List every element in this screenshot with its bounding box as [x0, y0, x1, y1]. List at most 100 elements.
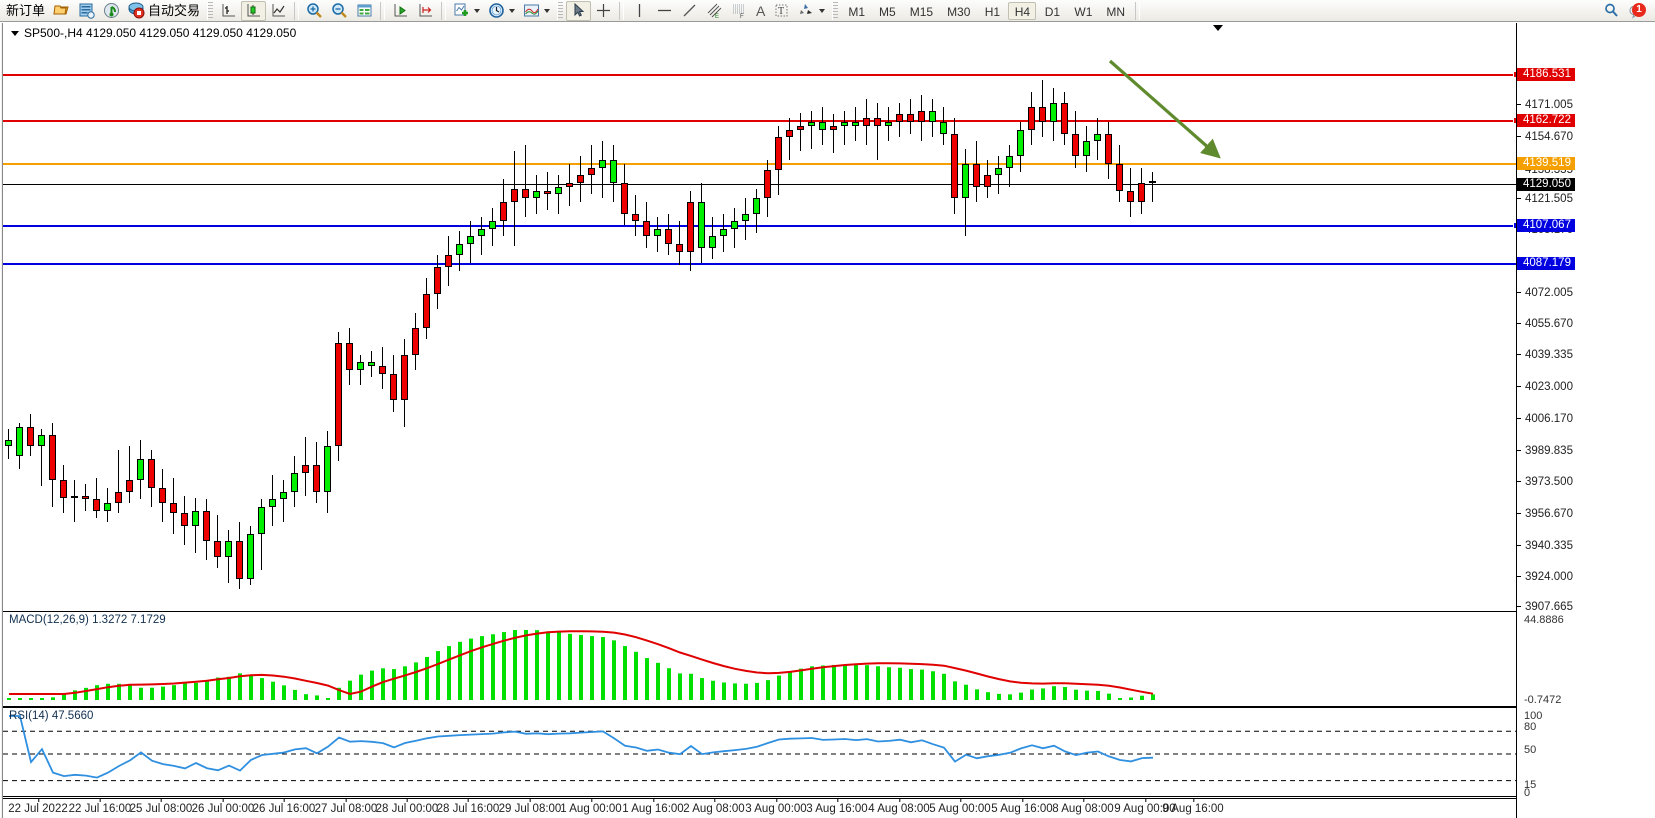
- data-window-button[interactable]: [49, 1, 74, 21]
- shapes-caret-icon[interactable]: [819, 8, 826, 13]
- rsi-scale-80: 80: [1524, 721, 1537, 733]
- templates-button[interactable]: [519, 1, 554, 21]
- candle-body: [863, 118, 870, 126]
- toolbar-grip-2[interactable]: [557, 1, 564, 20]
- macd-histogram-bar: [667, 668, 671, 700]
- timeframe-m15[interactable]: M15: [909, 4, 934, 19]
- candlestick-series[interactable]: [3, 23, 1516, 603]
- toolbar-separator-2: [380, 1, 386, 20]
- notifications-button[interactable]: 1: [1624, 1, 1649, 21]
- shapes-button[interactable]: [794, 1, 829, 21]
- templates-caret-icon[interactable]: [544, 8, 551, 13]
- market-watch-button[interactable]: [99, 1, 124, 21]
- search-button[interactable]: [1599, 1, 1624, 21]
- macd-histogram-bar: [249, 674, 253, 700]
- price-axis[interactable]: 4171.0054154.6704138.3354121.5054105.170…: [1516, 23, 1655, 818]
- macd-histogram-bar: [139, 687, 143, 700]
- macd-panel[interactable]: MACD(12,26,9) 1.3272 7.1729: [3, 611, 1516, 707]
- candle-body: [907, 114, 914, 123]
- indicators-button[interactable]: [449, 1, 484, 21]
- macd-histogram-bar: [755, 682, 759, 700]
- time-tick: 28 Jul 00:00: [375, 798, 439, 815]
- price-level-badge[interactable]: 4186.531: [1517, 68, 1575, 81]
- candle-body: [16, 427, 23, 456]
- time-axis[interactable]: 22 Jul 2022 22 Jul 16:00 25 Jul 08:00 26 Ju…: [3, 798, 1516, 818]
- macd-label: MACD(12,26,9) 1.3272 7.1729: [9, 614, 166, 626]
- rsi-panel[interactable]: RSI(14) 47.5660: [3, 707, 1516, 797]
- shapes-icon: [798, 2, 815, 19]
- price-level-badge[interactable]: 4162.722: [1517, 114, 1575, 127]
- candle-body: [192, 510, 199, 527]
- timeframe-d1[interactable]: D1: [1044, 4, 1061, 19]
- periods-caret-icon[interactable]: [509, 8, 516, 13]
- toolbar-grip-1[interactable]: [207, 1, 214, 20]
- macd-histogram-bar: [293, 689, 297, 700]
- new-order-button[interactable]: 新订单: [2, 1, 49, 21]
- candle-wick: [261, 499, 262, 570]
- candle-wick: [283, 480, 284, 523]
- navigator-button[interactable]: [74, 1, 99, 21]
- timeframe-m30[interactable]: M30: [947, 4, 971, 19]
- candle-body: [412, 327, 419, 355]
- macd-histogram-bar: [997, 693, 1001, 700]
- candle-body: [291, 472, 298, 492]
- candlestick-chart-button[interactable]: [241, 0, 267, 21]
- price-level-badge[interactable]: 4139.519: [1517, 157, 1575, 170]
- auto-trading-button[interactable]: 自动交易: [124, 1, 204, 21]
- macd-histogram-bar: [1063, 687, 1067, 700]
- text-button[interactable]: A: [752, 1, 769, 21]
- candle-body: [775, 137, 782, 170]
- level-line-stroke: [3, 74, 1516, 76]
- chart-grid-button[interactable]: [352, 1, 377, 21]
- macd-histogram-bar: [821, 665, 825, 700]
- indicators-caret-icon[interactable]: [474, 8, 481, 13]
- timeframe-w1[interactable]: W1: [1074, 4, 1093, 19]
- candle-body: [137, 459, 144, 481]
- chart-menu-caret-icon[interactable]: [11, 30, 19, 36]
- candle-body: [159, 488, 166, 504]
- timeframe-h1[interactable]: H1: [984, 4, 1001, 19]
- macd-histogram-bar: [799, 668, 803, 700]
- search-icon: [1603, 2, 1620, 19]
- macd-histogram-bar: [535, 630, 539, 700]
- zoom-out-button[interactable]: [327, 1, 352, 21]
- bar-chart-button[interactable]: [216, 1, 241, 21]
- toolbar-grip-3[interactable]: [832, 1, 839, 20]
- equidistant-channel-button[interactable]: E: [702, 1, 727, 21]
- macd-histogram-bar: [348, 680, 352, 700]
- candle-body: [885, 122, 892, 126]
- vertical-line-button[interactable]: [627, 1, 652, 21]
- horizontal-line-button[interactable]: [652, 1, 677, 21]
- candle-wick: [844, 110, 845, 145]
- trendline-button[interactable]: [677, 1, 702, 21]
- fibonacci-button[interactable]: F: [727, 1, 752, 21]
- macd-histogram-bar: [788, 671, 792, 700]
- macd-histogram-bar: [227, 676, 231, 700]
- price-level-badge[interactable]: 4129.050: [1517, 178, 1575, 191]
- timeframe-h4[interactable]: H4: [1008, 1, 1037, 20]
- trend-arrow[interactable]: [1098, 53, 1248, 178]
- price-level-badge[interactable]: 4087.179: [1517, 257, 1575, 270]
- candle-body: [335, 343, 342, 447]
- chart-canvas[interactable]: SP500-,H4 4129.050 4129.050 4129.050 412…: [3, 23, 1655, 818]
- auto-scroll-button[interactable]: [413, 1, 438, 21]
- cursor-button[interactable]: [566, 0, 592, 21]
- window-collapse-caret-icon[interactable]: [1213, 25, 1223, 31]
- price-level-badge[interactable]: 4107.067: [1517, 219, 1575, 232]
- grid-icon: [356, 2, 373, 19]
- candle-body: [38, 434, 45, 447]
- svg-text:T: T: [778, 6, 784, 17]
- periods-button[interactable]: [484, 1, 519, 21]
- indicator-add-icon: [453, 2, 470, 19]
- macd-histogram-bar: [359, 674, 363, 700]
- chart-shift-button[interactable]: [388, 1, 413, 21]
- line-chart-icon: [270, 2, 287, 19]
- timeframe-mn[interactable]: MN: [1106, 4, 1126, 19]
- line-chart-button[interactable]: [266, 1, 291, 21]
- text-label-button[interactable]: T: [769, 1, 794, 21]
- crosshair-button[interactable]: [591, 1, 616, 21]
- zoom-in-button[interactable]: [302, 1, 327, 21]
- level-line-stroke: [3, 184, 1516, 185]
- timeframe-m5[interactable]: M5: [879, 4, 896, 19]
- timeframe-m1[interactable]: M1: [848, 4, 866, 19]
